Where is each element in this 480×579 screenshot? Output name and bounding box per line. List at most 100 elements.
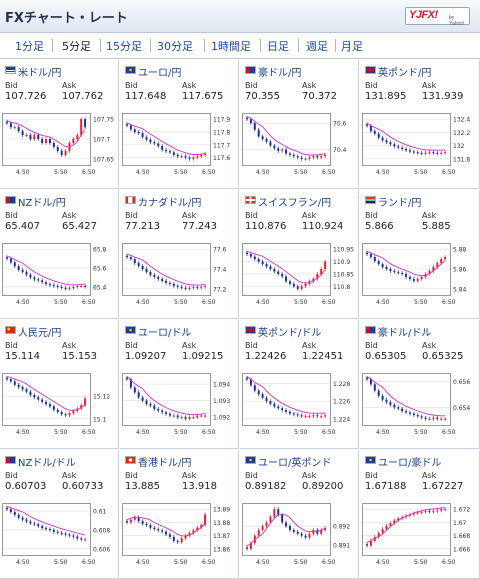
tab-timeframe-7[interactable]: 月足 bbox=[341, 40, 363, 53]
bid-value: 65.407 bbox=[5, 221, 40, 232]
candle-body bbox=[273, 269, 276, 272]
chart-plot-area bbox=[242, 113, 331, 166]
rate-panel[interactable]: ユーロ/豪ドル Bid Ask 1.67188 1.67227 1.672 1.67 1.66… bbox=[360, 450, 480, 579]
candle-body bbox=[308, 416, 311, 418]
x-tick-label: 5:50 bbox=[54, 169, 68, 176]
candle-body bbox=[389, 402, 392, 405]
tab-timeframe-4[interactable]: 1時間足 bbox=[211, 40, 251, 53]
x-tick-label: 4:50 bbox=[136, 169, 150, 176]
tab-timeframe-2[interactable]: 15分足 bbox=[106, 40, 142, 53]
ask-value: 0.65325 bbox=[422, 351, 464, 362]
pair-name: ランド/円 bbox=[378, 198, 422, 209]
candle-body bbox=[253, 123, 256, 130]
rate-panel[interactable]: 豪ドル/円 Bid Ask 70.355 70.372 70.6 70.4 4:50 5:50 6… bbox=[240, 60, 359, 189]
rate-panel[interactable]: ユーロ/英ポンド Bid Ask 0.89182 0.89200 0.892 0.891 4:… bbox=[240, 450, 359, 579]
candle-body bbox=[316, 156, 319, 158]
rate-panel[interactable]: 英ポンド/円 Bid Ask 131.895 131.939 132.4 132.2 132 1… bbox=[360, 60, 480, 189]
candle-body bbox=[320, 156, 323, 158]
x-tick-label: 5:50 bbox=[174, 169, 188, 176]
candle-body bbox=[204, 153, 207, 155]
candle-body bbox=[385, 140, 388, 143]
rate-panel[interactable]: 米ドル/円 Bid Ask 107.726 107.762 107.75 107.7 107.… bbox=[0, 60, 119, 189]
candle-body bbox=[165, 149, 168, 152]
rate-panel[interactable]: ユーロ/ドル Bid Ask 1.09207 1.09215 1.094 1.093 1.09… bbox=[120, 320, 239, 449]
price-chart: 5.88 5.86 5.84 4:50 5:50 6:50 bbox=[362, 243, 467, 306]
candle-body bbox=[13, 262, 16, 267]
rate-panel[interactable]: 香港ドル/円 Bid Ask 13.885 13.918 13.89 13.88 13.87 1… bbox=[120, 450, 239, 579]
tab-timeframe-5[interactable]: 日足 bbox=[267, 40, 289, 53]
timeframe-tabs: 1分足 5分足 15分足 30分足 1時間足 日足 週足 月足 bbox=[0, 33, 480, 59]
moving-average-line bbox=[126, 122, 206, 155]
chart-plot-area bbox=[122, 243, 211, 296]
rate-panel[interactable]: 人民元/円 Bid Ask 15.114 15.153 15.12 15.1 4:50 5:50… bbox=[0, 320, 119, 449]
candle-body bbox=[249, 379, 252, 386]
bid-label: Bid bbox=[365, 471, 378, 480]
tab-timeframe-0[interactable]: 1分足 bbox=[15, 40, 44, 53]
x-tick-label: 4:50 bbox=[136, 299, 150, 306]
candle-body bbox=[45, 139, 48, 143]
tab-timeframe-1[interactable]: 5分足 bbox=[62, 40, 91, 53]
x-tick-label: 4:50 bbox=[136, 559, 150, 566]
yjfx-logo[interactable]: YJFX! by Yahoo! bbox=[405, 7, 470, 27]
candle-body bbox=[21, 517, 24, 520]
tab-timeframe-6[interactable]: 週足 bbox=[306, 40, 328, 53]
candle-body bbox=[137, 131, 140, 134]
rate-panel[interactable]: カナダドル/円 Bid Ask 77.213 77.243 77.6 77.4 77.2 4:5… bbox=[120, 190, 239, 319]
candle-body bbox=[200, 415, 203, 417]
candle-body bbox=[261, 526, 264, 530]
y-tick-label: 132.4 bbox=[453, 117, 470, 124]
candle-body bbox=[41, 399, 44, 402]
x-tick-label: 4:50 bbox=[16, 299, 30, 306]
candle-body bbox=[172, 536, 175, 541]
candle-body bbox=[377, 133, 380, 138]
candle-body bbox=[149, 525, 152, 528]
candle-body bbox=[13, 381, 16, 385]
y-tick-label: 0.654 bbox=[453, 405, 470, 412]
x-tick-label: 5:50 bbox=[174, 429, 188, 436]
tab-timeframe-3[interactable]: 30分足 bbox=[157, 40, 193, 53]
y-tick-label: 107.65 bbox=[93, 156, 114, 163]
y-tick-label: 1.092 bbox=[213, 415, 230, 422]
bid-label: Bid bbox=[5, 341, 18, 350]
moving-average-line bbox=[246, 376, 326, 414]
bid-label: Bid bbox=[245, 471, 258, 480]
candle-body bbox=[45, 401, 48, 405]
candle-body bbox=[249, 119, 252, 124]
candle-body bbox=[324, 528, 327, 530]
bid-value: 110.876 bbox=[245, 221, 287, 232]
pair-name: スイスフラン/円 bbox=[258, 198, 332, 209]
candle-body bbox=[80, 538, 83, 540]
y-tick-label: 1.094 bbox=[213, 382, 230, 389]
candle-body bbox=[168, 151, 171, 153]
candle-body bbox=[412, 278, 415, 281]
ask-value: 77.243 bbox=[182, 221, 217, 232]
x-tick-label: 5:50 bbox=[414, 299, 428, 306]
x-tick-label: 4:50 bbox=[376, 169, 390, 176]
candle-body bbox=[296, 531, 299, 534]
price-chart: 15.12 15.1 4:50 5:50 6:50 bbox=[2, 373, 110, 436]
candle-body bbox=[48, 404, 51, 407]
rate-panel[interactable]: ユーロ/円 Bid Ask 117.648 117.675 117.9 117.8 117.7… bbox=[120, 60, 239, 189]
candle-body bbox=[192, 530, 195, 533]
rate-panel[interactable]: ランド/円 Bid Ask 5.866 5.885 5.88 5.86 5.84 4:50 5:5… bbox=[360, 190, 480, 319]
candle-body bbox=[25, 519, 28, 522]
y-tick-label: 65.4 bbox=[93, 284, 107, 291]
rate-panel[interactable]: スイスフラン/円 Bid Ask 110.876 110.924 110.95 110.9 1… bbox=[240, 190, 359, 319]
candle-body bbox=[397, 271, 400, 273]
candle-body bbox=[412, 513, 415, 515]
candle-body bbox=[261, 136, 264, 139]
candle-body bbox=[52, 529, 55, 532]
candle-body bbox=[324, 154, 327, 157]
pair-name: 豪ドル/ドル bbox=[378, 328, 432, 339]
rate-panel[interactable]: NZドル/円 Bid Ask 65.407 65.427 65.8 65.6 65.4 4:50… bbox=[0, 190, 119, 319]
rate-panel[interactable]: 英ポンド/ドル Bid Ask 1.22426 1.22451 1.228 1.226 1.2… bbox=[240, 320, 359, 449]
candle-body bbox=[60, 150, 63, 155]
tab-divider bbox=[298, 39, 299, 52]
pair-name: カナダドル/円 bbox=[138, 198, 202, 209]
rate-panel[interactable]: NZドル/ドル Bid Ask 0.60703 0.60733 0.61 0.608 0.60… bbox=[0, 450, 119, 579]
candle-body bbox=[161, 146, 164, 150]
candle-body bbox=[285, 149, 288, 154]
rate-panel[interactable]: 豪ドル/ドル Bid Ask 0.65305 0.65325 0.656 0.654 4:50… bbox=[360, 320, 480, 449]
candle-body bbox=[72, 535, 75, 537]
y-tick-label: 65.6 bbox=[93, 266, 107, 273]
